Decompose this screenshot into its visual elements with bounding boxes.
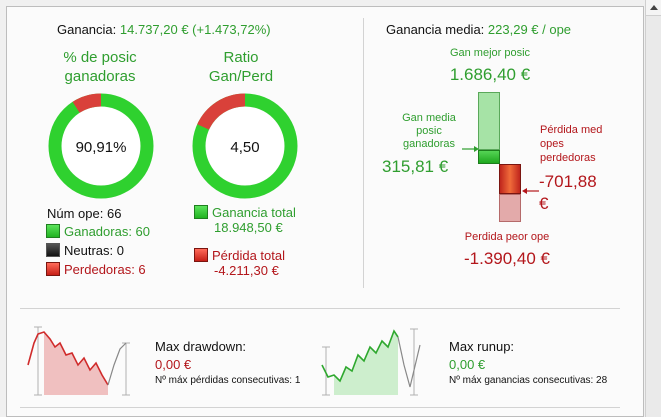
avg-loss-value-line1: -701,88: [539, 172, 597, 191]
vertical-divider: [363, 18, 364, 288]
legend-neutral-label: Neutras: 0: [64, 243, 124, 258]
win-pct-title: % de posic ganadoras: [40, 48, 160, 86]
avg-profit-header: Ganancia media: 223,29 € / ope: [386, 22, 571, 37]
total-gain: Ganancia total 18.948,50 €: [194, 205, 296, 235]
total-loss-label: Pérdida total: [212, 248, 285, 263]
green-swatch-icon: [194, 205, 208, 219]
horizontal-divider: [20, 308, 620, 309]
drawdown-value: 0,00 €: [155, 357, 192, 372]
total-loss: Pérdida total -4.211,30 €: [194, 248, 285, 278]
runup-label: Max runup:: [449, 339, 515, 354]
avg-profit-value: 223,29 € / ope: [487, 22, 572, 37]
profit-value: 14.737,20 € (+1.473,72%): [119, 22, 271, 37]
avg-profit-label: Ganancia media:: [386, 22, 485, 37]
avg-loss-label-line2: opes: [540, 138, 564, 150]
red-swatch-icon: [194, 248, 208, 262]
avg-loss-bar: [499, 164, 521, 194]
ratio-donut: 4,50: [192, 93, 298, 199]
best-trade-value: 1.686,40 €: [449, 65, 531, 84]
donut-loss-segment: [72, 93, 102, 113]
drawdown-consecutive: Nº máx pérdidas consecutivas: 1: [155, 375, 301, 386]
win-pct-title-line1: % de posic: [63, 49, 137, 66]
win-pct-title-line2: ganadoras: [64, 68, 136, 85]
legend-winners-label: Ganadoras: 60: [64, 224, 151, 239]
scroll-up-arrow-icon[interactable]: [646, 0, 661, 16]
avg-win-label-line3: ganadoras: [403, 138, 455, 150]
avg-win-label-line1: Gan media: [402, 112, 456, 124]
best-trade-label: Gan mejor posic: [449, 47, 531, 59]
avg-loss-value: -701,88 €: [539, 171, 597, 215]
total-gain-label: Ganancia total: [212, 205, 296, 220]
legend-winners: Ganadoras: 60: [46, 224, 150, 239]
worst-trade-value: -1.390,40 €: [463, 249, 550, 268]
drawdown-label: Max drawdown:: [155, 339, 247, 354]
black-swatch-icon: [46, 243, 60, 257]
drawdown-mini-chart-icon: [27, 326, 130, 396]
avg-win-arrow-icon: [462, 146, 479, 152]
avg-win-label: Gan media posic ganadoras: [394, 112, 464, 151]
avg-win-value: 315,81 €: [382, 157, 449, 176]
trade-count-label: Núm ope:: [47, 206, 104, 221]
donut-loss-segment: [197, 93, 246, 130]
runup-mini-chart-icon: [321, 328, 421, 396]
trade-count: Núm ope: 66: [47, 206, 121, 221]
vertical-scrollbar[interactable]: [645, 0, 661, 417]
legend-losers: Perdedoras: 6: [46, 262, 146, 277]
ratio-title-line2: Gan/Perd: [208, 68, 274, 85]
bottom-divider: [20, 407, 620, 408]
worst-trade-label: Perdida peor ope: [464, 231, 550, 243]
ratio-value: 4,50: [230, 139, 259, 156]
avg-loss-arrow-icon: [522, 188, 539, 194]
avg-win-label-line2: posic: [416, 125, 442, 137]
win-pct-value: 90,91%: [76, 139, 127, 156]
profit-header: Ganancia: 14.737,20 € (+1.473,72%): [57, 22, 271, 37]
runup-consecutive: Nº máx ganancias consecutivas: 28: [449, 375, 608, 386]
avg-loss-value-line2: €: [539, 194, 549, 213]
legend-neutral: Neutras: 0: [46, 243, 124, 258]
red-swatch-icon: [46, 262, 60, 276]
avg-loss-label-line1: Pérdida med: [540, 124, 603, 136]
avg-loss-label: Pérdida med opes perdedoras: [540, 123, 602, 165]
avg-win-bar: [478, 150, 500, 164]
avg-loss-label-line3: perdedoras: [540, 152, 596, 164]
worst-trade-bar: [499, 194, 521, 222]
trade-count-value: 66: [107, 206, 122, 221]
ratio-title-line1: Ratio: [223, 49, 259, 66]
win-pct-donut: 90,91%: [48, 93, 154, 199]
total-loss-value: -4.211,30 €: [214, 263, 279, 278]
stats-panel: [6, 6, 644, 417]
runup-value: 0,00 €: [449, 357, 486, 372]
profit-label: Ganancia:: [57, 22, 117, 37]
best-trade-bar: [478, 92, 500, 150]
legend-losers-label: Perdedoras: 6: [64, 262, 146, 277]
total-gain-value: 18.948,50 €: [214, 220, 283, 235]
green-swatch-icon: [46, 224, 60, 238]
ratio-title: Ratio Gan/Perd: [186, 48, 296, 86]
